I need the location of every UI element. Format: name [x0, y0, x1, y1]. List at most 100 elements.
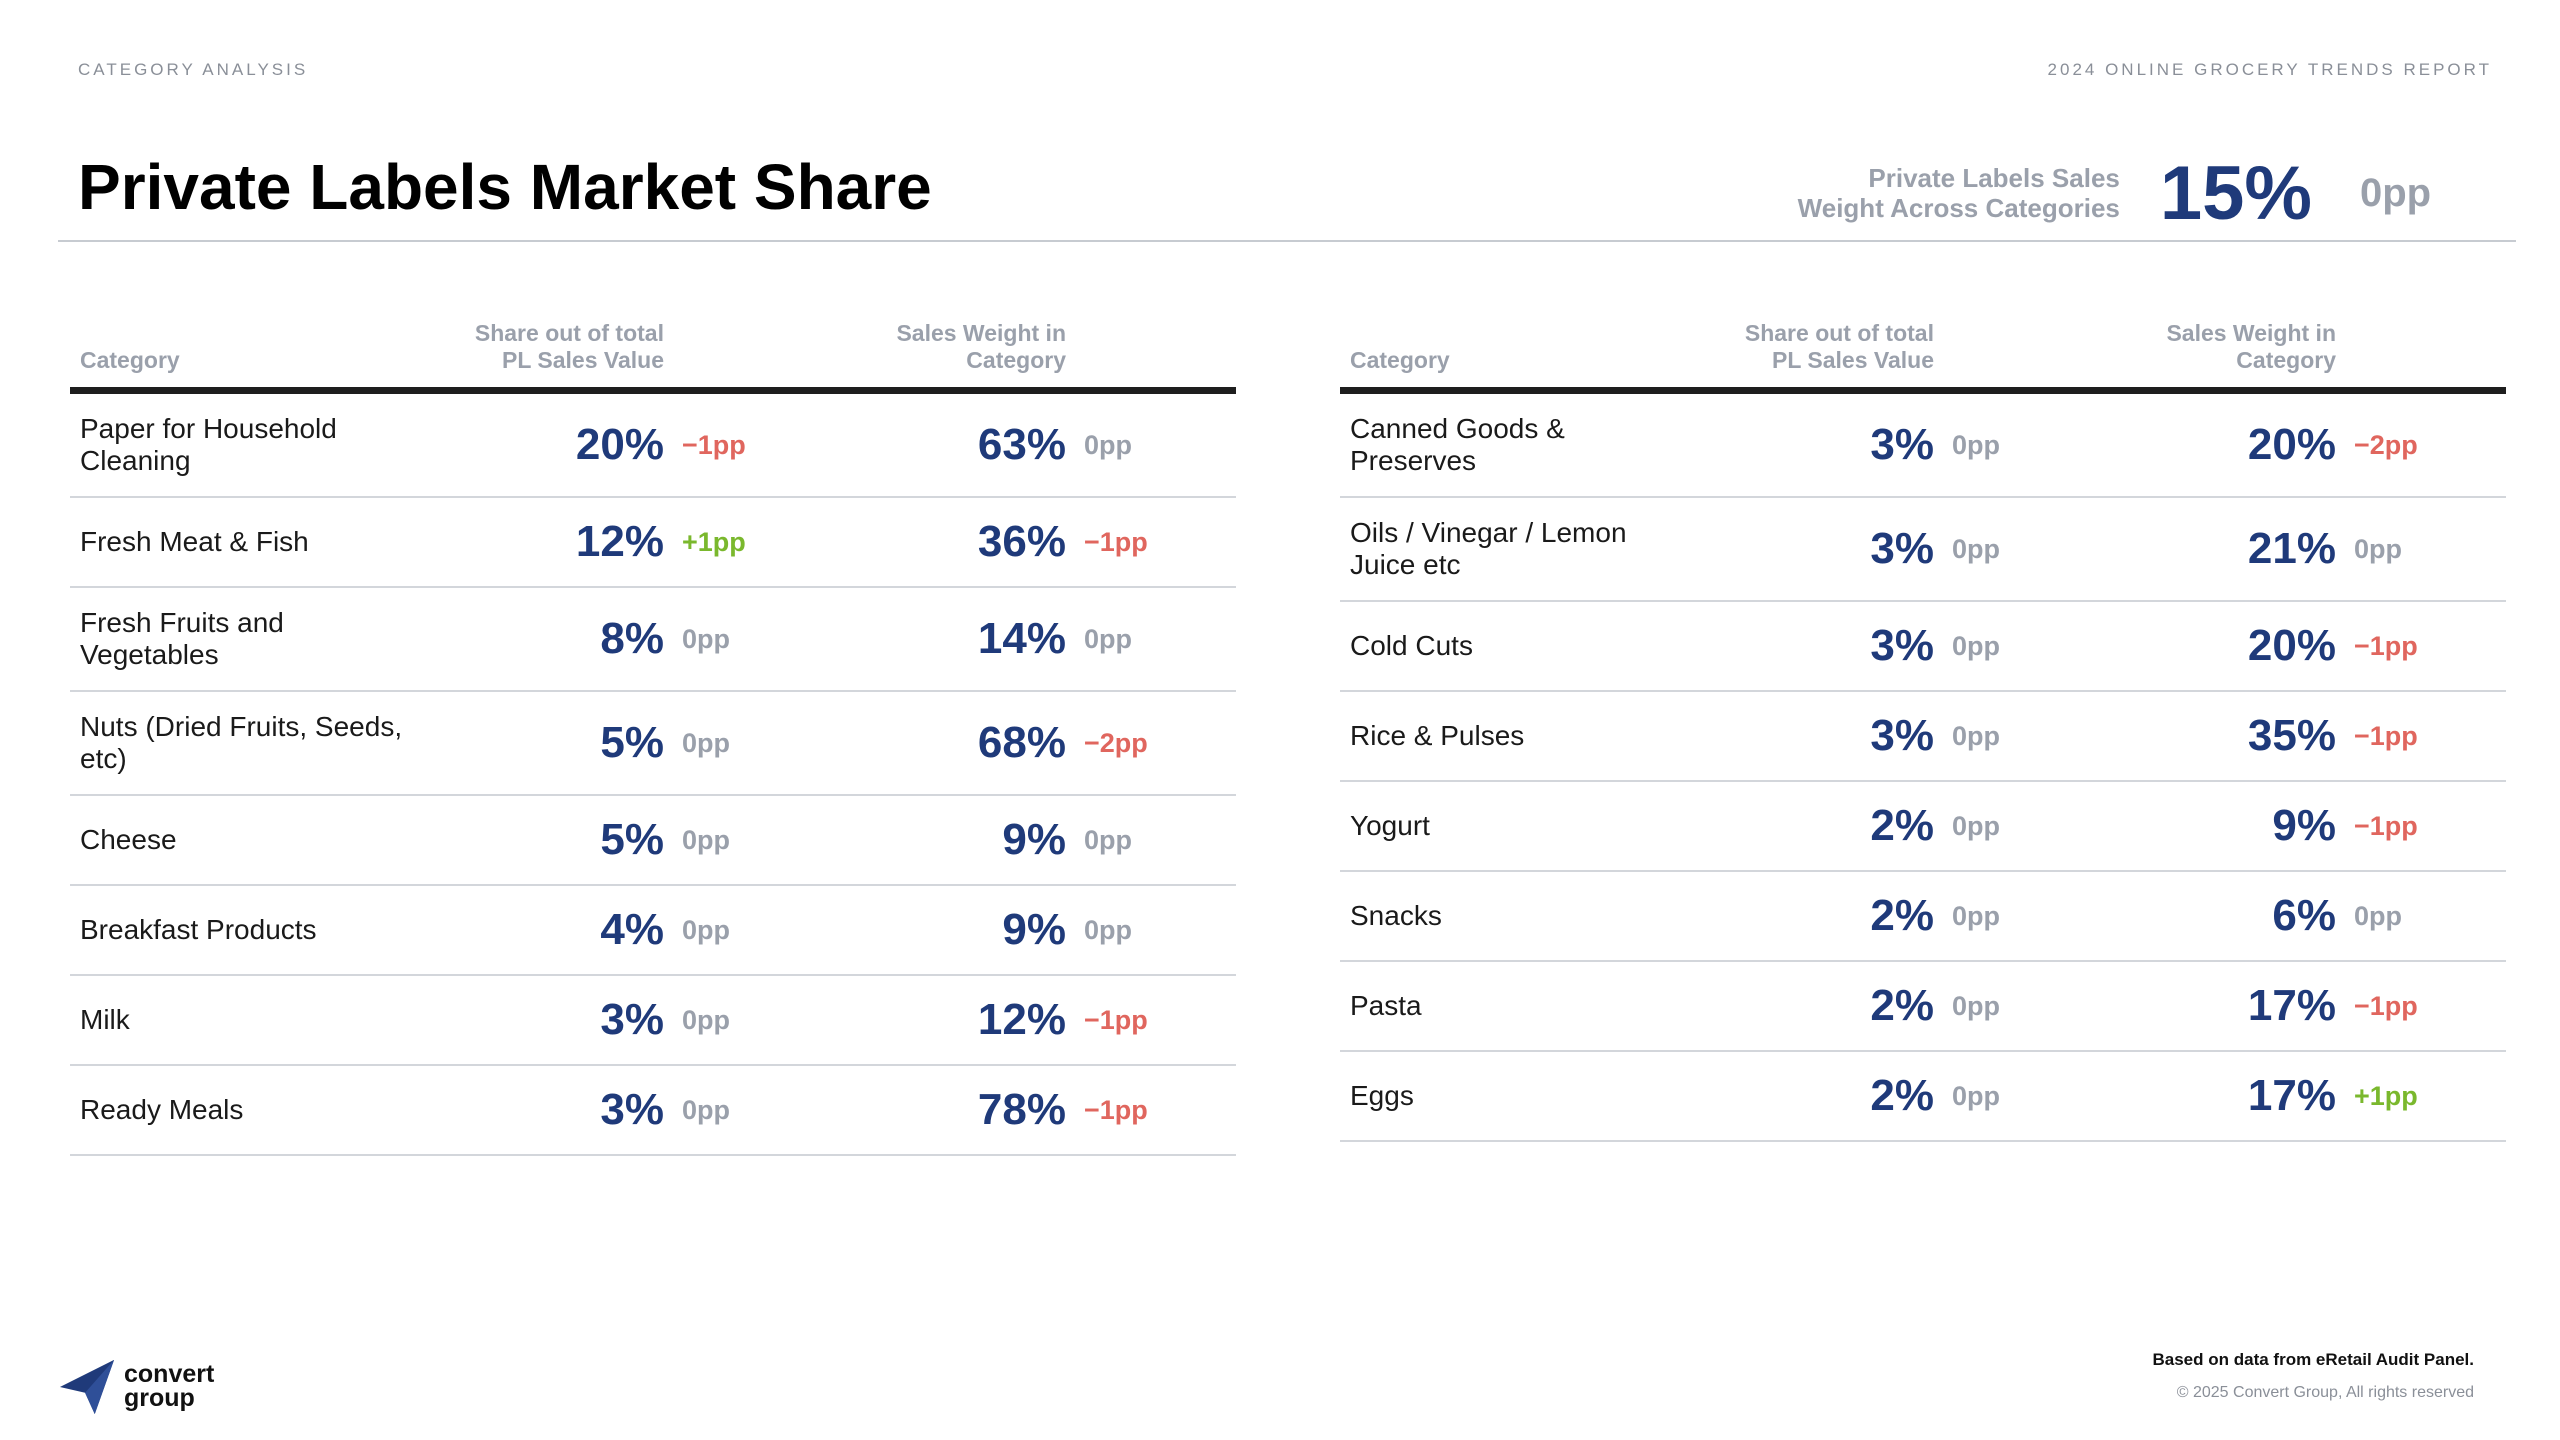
right-table: Category Share out of total PL Sales Val… [1340, 320, 2506, 1142]
summary-kpi: Private Labels Sales Weight Across Categ… [1760, 150, 2440, 237]
table-row: Yogurt 2% 0pp 9% −1pp [1340, 782, 2506, 872]
category-line2: Juice etc [1350, 549, 1461, 580]
share-delta: +1pp [682, 526, 746, 557]
share-value: 4% [600, 905, 664, 954]
category-line1: Fresh Meat & Fish [80, 525, 309, 557]
column-header-share: Share out of total PL Sales Value [475, 320, 664, 375]
category-name: Ready Meals [80, 1094, 440, 1126]
section-label: CATEGORY ANALYSIS [78, 60, 309, 79]
copyright-note: © 2025 Convert Group, All rights reserve… [2176, 1384, 2474, 1401]
category-name: Nuts (Dried Fruits, Seeds, etc) [80, 711, 440, 775]
share-value: 12% [575, 517, 664, 566]
weight-value: 78% [977, 1085, 1066, 1134]
share-value: 2% [1870, 801, 1934, 850]
share-value: 2% [1870, 891, 1934, 940]
category-line1: Eggs [1350, 1079, 1414, 1111]
title-divider [58, 240, 2516, 242]
category-line1: Paper for Household [80, 412, 337, 444]
share-value: 3% [1870, 524, 1934, 573]
share-delta: 0pp [682, 914, 731, 945]
weight-value: 9% [1002, 905, 1066, 954]
weight-delta: −1pp [1084, 1094, 1148, 1125]
category-line1: Fresh Fruits and [80, 606, 284, 638]
table-row: Paper for Household Cleaning 20% −1pp 63… [70, 394, 1236, 498]
paper-plane-icon [59, 1359, 115, 1415]
weight-delta: −2pp [1084, 727, 1148, 758]
category-name: Breakfast Products [80, 914, 440, 946]
weight-value: 9% [2272, 801, 2336, 850]
weight-value: 6% [2272, 891, 2336, 940]
share-delta: 0pp [1952, 1080, 2001, 1111]
weight-value: 35% [2247, 711, 2336, 760]
summary-delta: 0pp [2360, 171, 2432, 215]
category-line1: Snacks [1350, 899, 1442, 931]
category-line2: Cleaning [80, 445, 191, 476]
share-value: 3% [1870, 420, 1934, 469]
category-name: Fresh Fruits and Vegetables [80, 607, 440, 671]
column-header-category: Category [1350, 347, 1450, 374]
weight-value: 68% [977, 718, 1066, 767]
share-delta: 0pp [682, 623, 731, 654]
weight-value: 17% [2247, 1071, 2336, 1120]
weight-value: 36% [977, 517, 1066, 566]
weight-delta: −1pp [1084, 526, 1148, 557]
summary-label-line1: Private Labels Sales [1868, 162, 2120, 193]
share-delta: 0pp [1952, 810, 2001, 841]
table-row: Nuts (Dried Fruits, Seeds, etc) 5% 0pp 6… [70, 692, 1236, 796]
column-header-weight: Sales Weight in Category [2166, 320, 2336, 375]
share-delta: 0pp [682, 727, 731, 758]
weight-delta: 0pp [1084, 914, 1133, 945]
column-header-weight-line2: Category [966, 347, 1066, 374]
weight-value: 20% [2247, 420, 2336, 469]
report-label: 2024 ONLINE GROCERY TRENDS REPORT [2047, 60, 2492, 79]
weight-value: 63% [977, 420, 1066, 469]
category-line2: etc) [80, 743, 127, 774]
weight-delta: 0pp [2354, 533, 2403, 564]
category-line1: Breakfast Products [80, 913, 317, 945]
left-table: Category Share out of total PL Sales Val… [70, 320, 1236, 1156]
table-row: Milk 3% 0pp 12% −1pp [70, 976, 1236, 1066]
table-row: Breakfast Products 4% 0pp 9% 0pp [70, 886, 1236, 976]
table-row: Cheese 5% 0pp 9% 0pp [70, 796, 1236, 886]
data-source-note: Based on data from eRetail Audit Panel. [2152, 1350, 2475, 1369]
share-delta: 0pp [1952, 533, 2001, 564]
category-line2: Preserves [1350, 445, 1477, 476]
share-value: 5% [600, 718, 664, 767]
category-line1: Milk [80, 1003, 130, 1035]
weight-delta: −1pp [2354, 720, 2418, 751]
logo-line2: group [124, 1384, 195, 1412]
share-value: 3% [600, 995, 664, 1044]
share-value: 2% [1870, 981, 1934, 1030]
category-line1: Cheese [80, 823, 177, 855]
column-header-share-line2: PL Sales Value [502, 347, 664, 374]
summary-value: 15% [2159, 151, 2312, 236]
category-name: Snacks [1350, 900, 1710, 932]
column-header-weight-line2: Category [2236, 347, 2336, 374]
table-row: Fresh Fruits and Vegetables 8% 0pp 14% 0… [70, 588, 1236, 692]
table-body: Paper for Household Cleaning 20% −1pp 63… [70, 394, 1236, 1156]
share-delta: 0pp [682, 1094, 731, 1125]
category-name: Oils / Vinegar / Lemon Juice etc [1350, 517, 1710, 581]
weight-delta: −2pp [2354, 429, 2418, 460]
share-value: 20% [575, 420, 664, 469]
category-line2: Vegetables [80, 639, 219, 670]
category-name: Canned Goods & Preserves [1350, 413, 1710, 477]
share-delta: 0pp [1952, 429, 2001, 460]
table-row: Ready Meals 3% 0pp 78% −1pp [70, 1066, 1236, 1156]
column-header-share-line2: PL Sales Value [1772, 347, 1934, 374]
table-header: Category Share out of total PL Sales Val… [1340, 320, 2506, 394]
weight-delta: −1pp [2354, 990, 2418, 1021]
logo-wordmark: convert group [124, 1360, 215, 1412]
weight-value: 17% [2247, 981, 2336, 1030]
share-delta: 0pp [682, 1004, 731, 1035]
category-name: Milk [80, 1004, 440, 1036]
column-header-weight-line1: Sales Weight in [896, 319, 1066, 346]
category-line1: Yogurt [1350, 809, 1430, 841]
share-value: 5% [600, 815, 664, 864]
category-name: Pasta [1350, 990, 1710, 1022]
logo-line1: convert [124, 1360, 215, 1389]
share-delta: 0pp [1952, 990, 2001, 1021]
column-header-weight-line1: Sales Weight in [2166, 319, 2336, 346]
share-value: 3% [1870, 621, 1934, 670]
column-header-weight: Sales Weight in Category [896, 320, 1066, 375]
